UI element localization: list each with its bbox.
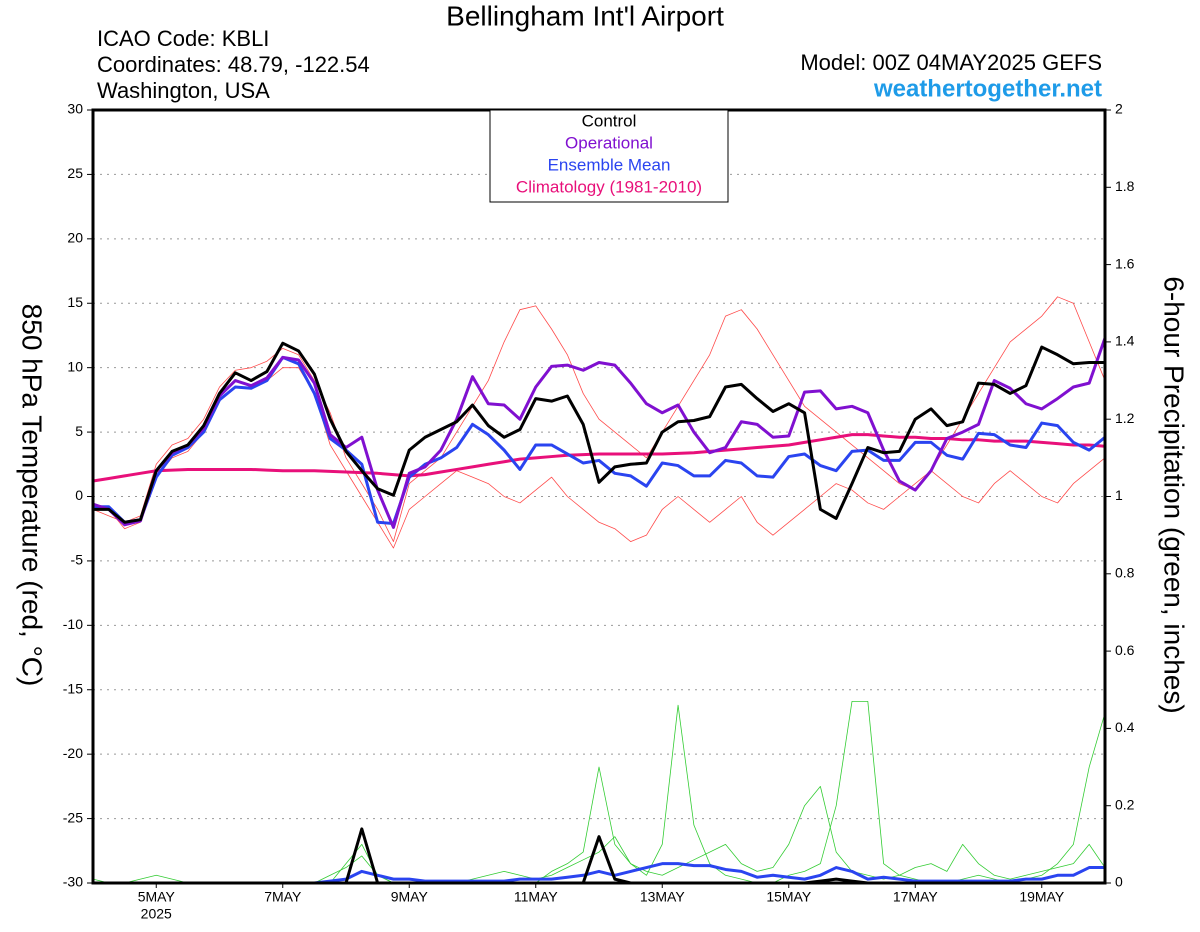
y-tick-label: 10 [67, 358, 83, 374]
y2-axis-label: 6-hour Precipitation (green, inches) [1159, 276, 1190, 713]
y2-tick-label: 0.6 [1115, 642, 1135, 658]
year-label: 2025 [141, 906, 172, 922]
legend-box [489, 109, 729, 203]
legend-entry: Climatology (1981-2010) [516, 177, 702, 196]
series-line [93, 862, 1105, 885]
series-line [93, 700, 1106, 884]
y2-tick-label: 0 [1115, 874, 1123, 890]
series-line [93, 827, 1105, 885]
x-tick-label: 5MAY [138, 889, 176, 905]
y-tick-label: 15 [67, 294, 83, 310]
y-tick-label: 20 [67, 230, 83, 246]
station-info: Coordinates: 48.79, -122.54 [97, 52, 370, 77]
y-axis-label: 850 hPa Temperature (red, °C) [17, 304, 48, 687]
station-info: Washington, USA [97, 78, 270, 103]
y-tick-label: -20 [63, 745, 83, 761]
y-tick-label: -25 [63, 809, 83, 825]
x-tick-label: 7MAY [264, 889, 302, 905]
y2-tick-label: 1.4 [1115, 333, 1135, 349]
y2-tick-label: 1.2 [1115, 410, 1135, 426]
y2-tick-label: 1.6 [1115, 255, 1135, 271]
y-tick-label: -15 [63, 680, 83, 696]
chart-title: Bellingham Int'l Airport [446, 0, 724, 31]
y-tick-label: 5 [75, 423, 83, 439]
y2-tick-label: 0.2 [1115, 796, 1135, 812]
x-tick-label: 15MAY [766, 889, 812, 905]
series-line [93, 355, 1106, 526]
x-tick-label: 11MAY [514, 889, 558, 905]
y2-tick-label: 0.8 [1115, 565, 1135, 581]
x-tick-label: 13MAY [640, 889, 686, 905]
legend-entry: Ensemble Mean [548, 155, 671, 174]
y2-tick-label: 1 [1115, 487, 1123, 503]
y-tick-label: -10 [63, 616, 83, 632]
legend-entry: Operational [565, 133, 653, 152]
series-line [92, 296, 1106, 542]
y2-tick-label: 1.8 [1115, 178, 1135, 194]
series-line [92, 433, 1106, 483]
y-tick-label: 0 [75, 487, 83, 503]
x-tick-label: 9MAY [391, 889, 429, 905]
y-tick-label: -5 [71, 552, 84, 568]
y-tick-label: 30 [67, 101, 83, 117]
x-tick-label: 19MAY [1019, 889, 1065, 905]
station-info: ICAO Code: KBLI [97, 26, 269, 51]
y2-tick-label: 2 [1115, 101, 1123, 117]
x-tick-label: 17MAY [893, 889, 939, 905]
series-line [92, 785, 1106, 884]
y-tick-label: 25 [67, 165, 83, 181]
site-name: weathertogether.net [873, 75, 1102, 102]
y-tick-label: -30 [63, 874, 83, 890]
y2-tick-label: 0.4 [1115, 719, 1135, 735]
legend-entry: Control [582, 111, 637, 130]
model-info: Model: 00Z 04MAY2025 GEFS [800, 50, 1102, 75]
series-line [93, 341, 1105, 524]
series-line [92, 337, 1107, 529]
